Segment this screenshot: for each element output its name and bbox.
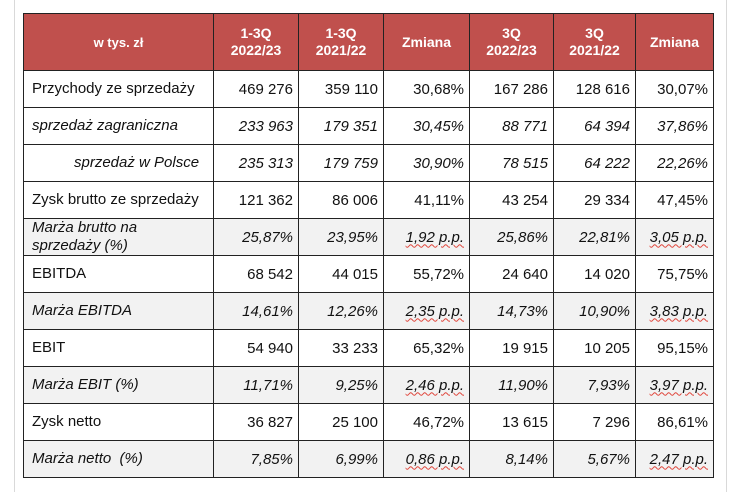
cell: 10 205 <box>553 329 636 367</box>
cell: 22,81% <box>553 218 636 256</box>
cell: 10,90% <box>553 292 636 330</box>
cell: 7,85% <box>213 440 299 478</box>
cell: 13 615 <box>469 403 554 441</box>
row-label: Zysk brutto ze sprzedaży <box>23 181 214 219</box>
cell: 3,05 p.p. <box>635 218 714 256</box>
cell: 14,73% <box>469 292 554 330</box>
table-row: EBIT 54 940 33 233 65,32% 19 915 10 205 … <box>23 329 714 367</box>
table-row: Marża EBITDA 14,61% 12,26% 2,35 p.p. 14,… <box>23 292 714 330</box>
cell: 11,71% <box>213 366 299 404</box>
cell: 30,68% <box>383 70 470 108</box>
cell: 65,32% <box>383 329 470 367</box>
row-label: Marża brutto na sprzedaży (%) <box>23 218 214 256</box>
cell: 233 963 <box>213 107 299 145</box>
header-change-1-3q: Zmiana <box>383 13 470 71</box>
cell: 86,61% <box>635 403 714 441</box>
row-label: Przychody ze sprzedaży <box>23 70 214 108</box>
cell: 6,99% <box>298 440 384 478</box>
table-row: Zysk brutto ze sprzedaży 121 362 86 006 … <box>23 181 714 219</box>
row-label: sprzedaż zagraniczna <box>23 107 214 145</box>
table-row: sprzedaż zagraniczna 233 963 179 351 30,… <box>23 107 714 145</box>
cell: 11,90% <box>469 366 554 404</box>
cell: 30,90% <box>383 144 470 182</box>
table-row: Przychody ze sprzedaży 469 276 359 110 3… <box>23 70 714 108</box>
cell: 46,72% <box>383 403 470 441</box>
cell: 12,26% <box>298 292 384 330</box>
table-row: Marża brutto na sprzedaży (%) 25,87% 23,… <box>23 218 714 256</box>
table-row: Marża EBIT (%) 11,71% 9,25% 2,46 p.p. 11… <box>23 366 714 404</box>
financial-results-table: w tys. zł 1-3Q 2022/23 1-3Q 2021/22 Zmiana… <box>23 13 714 478</box>
cell: 359 110 <box>298 70 384 108</box>
cell: 7 296 <box>553 403 636 441</box>
cell: 30,07% <box>635 70 714 108</box>
cell: 0,86 p.p. <box>383 440 470 478</box>
cell: 469 276 <box>213 70 299 108</box>
header-1-3q-2022-23: 1-3Q 2022/23 <box>213 13 299 71</box>
table-row: Zysk netto 36 827 25 100 46,72% 13 615 7… <box>23 403 714 441</box>
cell: 7,93% <box>553 366 636 404</box>
cell: 64 222 <box>553 144 636 182</box>
cell: 167 286 <box>469 70 554 108</box>
cell: 95,15% <box>635 329 714 367</box>
row-label: EBITDA <box>23 255 214 293</box>
cell: 1,92 p.p. <box>383 218 470 256</box>
cell: 8,14% <box>469 440 554 478</box>
cell: 55,72% <box>383 255 470 293</box>
cell: 78 515 <box>469 144 554 182</box>
cell: 179 759 <box>298 144 384 182</box>
cell: 2,35 p.p. <box>383 292 470 330</box>
cell: 44 015 <box>298 255 384 293</box>
cell: 179 351 <box>298 107 384 145</box>
cell: 36 827 <box>213 403 299 441</box>
cell: 37,86% <box>635 107 714 145</box>
cell: 5,67% <box>553 440 636 478</box>
cell: 121 362 <box>213 181 299 219</box>
cell: 22,26% <box>635 144 714 182</box>
cell: 54 940 <box>213 329 299 367</box>
cell: 14 020 <box>553 255 636 293</box>
row-label: sprzedaż w Polsce <box>23 144 214 182</box>
cell: 3,83 p.p. <box>635 292 714 330</box>
cell: 23,95% <box>298 218 384 256</box>
cell: 25 100 <box>298 403 384 441</box>
table-row: Marża netto (%) 7,85% 6,99% 0,86 p.p. 8,… <box>23 440 714 478</box>
cell: 75,75% <box>635 255 714 293</box>
cell: 29 334 <box>553 181 636 219</box>
header-unit: w tys. zł <box>23 13 214 71</box>
cell: 2,46 p.p. <box>383 366 470 404</box>
row-label: Zysk netto <box>23 403 214 441</box>
cell: 3,97 p.p. <box>635 366 714 404</box>
row-label: Marża EBITDA <box>23 292 214 330</box>
row-label: EBIT <box>23 329 214 367</box>
cell: 19 915 <box>469 329 554 367</box>
header-row: w tys. zł 1-3Q 2022/23 1-3Q 2021/22 Zmiana… <box>23 13 714 71</box>
cell: 14,61% <box>213 292 299 330</box>
cell: 68 542 <box>213 255 299 293</box>
cell: 9,25% <box>298 366 384 404</box>
cell: 235 313 <box>213 144 299 182</box>
table-row: EBITDA 68 542 44 015 55,72% 24 640 14 02… <box>23 255 714 293</box>
cell: 64 394 <box>553 107 636 145</box>
table-row: sprzedaż w Polsce 235 313 179 759 30,90%… <box>23 144 714 182</box>
header-1-3q-2021-22: 1-3Q 2021/22 <box>298 13 384 71</box>
cell: 41,11% <box>383 181 470 219</box>
cell: 86 006 <box>298 181 384 219</box>
cell: 43 254 <box>469 181 554 219</box>
cell: 33 233 <box>298 329 384 367</box>
page-right-edge <box>726 0 727 492</box>
row-label: Marża netto (%) <box>23 440 214 478</box>
cell: 128 616 <box>553 70 636 108</box>
header-3q-2021-22: 3Q 2021/22 <box>553 13 636 71</box>
header-change-3q: Zmiana <box>635 13 714 71</box>
cell: 47,45% <box>635 181 714 219</box>
header-3q-2022-23: 3Q 2022/23 <box>469 13 554 71</box>
cell: 30,45% <box>383 107 470 145</box>
cell: 25,87% <box>213 218 299 256</box>
page-left-edge <box>14 0 15 492</box>
row-label: Marża EBIT (%) <box>23 366 214 404</box>
cell: 2,47 p.p. <box>635 440 714 478</box>
cell: 88 771 <box>469 107 554 145</box>
cell: 24 640 <box>469 255 554 293</box>
cell: 25,86% <box>469 218 554 256</box>
